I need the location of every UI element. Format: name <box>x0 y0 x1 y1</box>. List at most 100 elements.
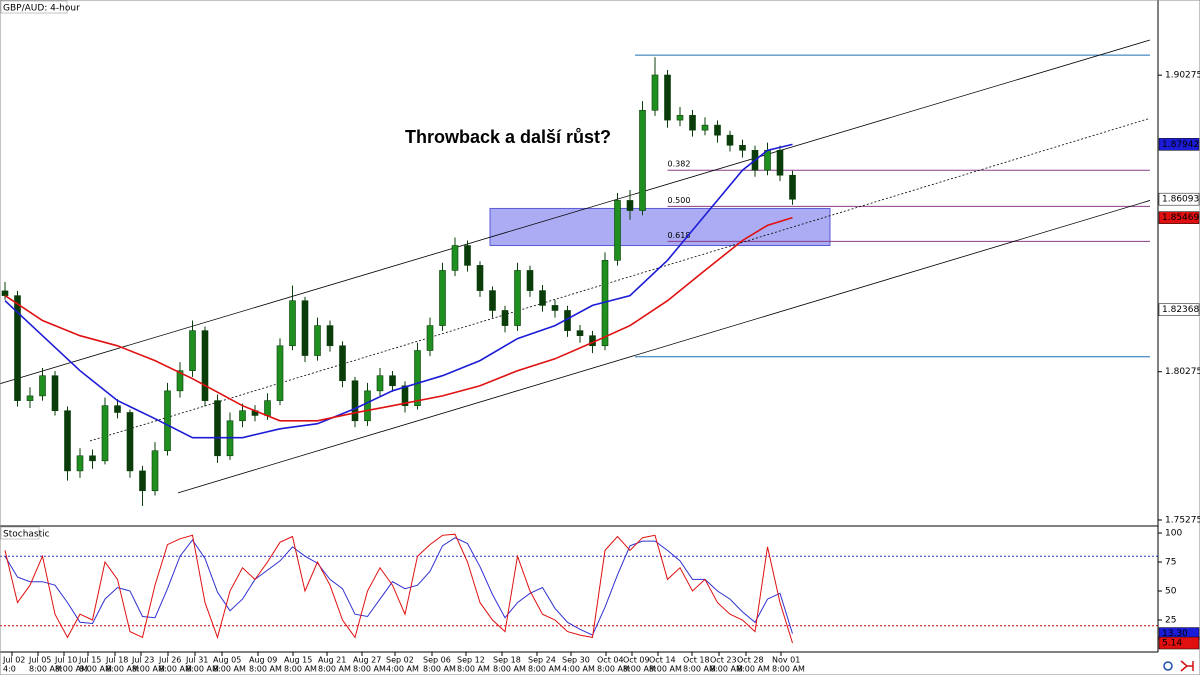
y-tick-label: 1.75275 <box>1165 515 1200 525</box>
x-tick-label: Jul 05 <box>28 656 51 665</box>
candle-body <box>664 74 671 121</box>
x-tick-time: 8:00 AM <box>493 665 526 674</box>
x-tick-label: Oct 09 <box>623 656 650 665</box>
x-tick-time: 8:00 AM <box>106 665 139 674</box>
candle-body <box>51 375 59 411</box>
y-tick-label: 50 <box>1165 587 1177 597</box>
channel-line <box>0 39 1151 385</box>
channel-line <box>177 200 1151 494</box>
x-tick-time: 8:00 AM <box>213 665 246 674</box>
price-tag <box>1158 636 1200 650</box>
x-tick-label: Jul 15 <box>78 656 101 665</box>
candle-body <box>651 74 659 111</box>
price-tag-label: 5.14 <box>1162 639 1182 649</box>
candle-body <box>576 330 584 336</box>
x-tick-time: 8:00 AM <box>737 665 770 674</box>
channel-line <box>89 117 1151 442</box>
candle-body <box>76 455 84 472</box>
candle-body <box>676 115 684 121</box>
x-tick-time: 8:00 AM <box>55 665 88 674</box>
x-tick-time: 8:00 AM <box>132 665 165 674</box>
x-tick-label: Jul 23 <box>131 656 154 665</box>
x-tick-time: 8:00 AM <box>423 665 456 674</box>
candle-body <box>201 330 209 401</box>
price-tag <box>1158 211 1200 224</box>
price-tag-label: 13.30 <box>1162 629 1188 639</box>
candle-body <box>389 375 396 387</box>
candle-body <box>101 405 109 462</box>
candle-body <box>151 450 159 492</box>
candle-body <box>414 350 421 406</box>
x-tick-time: 8:00 AM <box>249 665 282 674</box>
title-box <box>0 0 68 14</box>
candle-body <box>189 330 196 371</box>
x-tick-label: Sep 18 <box>493 656 521 665</box>
x-tick-label: Sep 06 <box>423 656 451 665</box>
candle-body <box>64 410 71 472</box>
candle-body <box>376 375 384 392</box>
x-tick-label: Sep 02 <box>386 656 414 665</box>
x-tick-label: Jul 10 <box>54 656 77 665</box>
candle-body <box>714 124 721 136</box>
candle-body <box>364 390 371 422</box>
candle-body <box>426 325 434 351</box>
x-tick-label: Jul 18 <box>105 656 128 665</box>
candle-body <box>739 144 746 151</box>
x-tick-label: Jul 26 <box>158 656 181 665</box>
price-panel: 0.382 0.500 0.618 <box>0 39 1151 506</box>
candle-body <box>476 265 484 291</box>
annotation: Throwback a další růst? <box>405 127 611 147</box>
price-tag-label: 1.87942 <box>1162 140 1199 150</box>
stochastic-line <box>4 533 793 644</box>
fib-label: 0.618 <box>668 231 691 240</box>
x-tick-time: 4:0 <box>3 665 16 674</box>
fib-label: 0.382 <box>668 160 691 169</box>
x-tick-label: Jul 02 <box>2 656 25 665</box>
icon[interactable] <box>1180 660 1194 672</box>
candle-body <box>326 325 334 347</box>
stochastic-panel <box>0 533 1158 644</box>
x-tick-time: 8:00 AM <box>79 665 112 674</box>
fib-label: 0.500 <box>668 196 691 205</box>
x-tick-label: Aug 15 <box>284 656 312 665</box>
chart-title: GBP/AUD: 4-hour <box>3 4 80 14</box>
candle-body <box>214 400 221 457</box>
candle-body <box>539 290 546 306</box>
x-tick-time: 8:00 AM <box>186 665 219 674</box>
x-tick-label: Sep 24 <box>528 656 556 665</box>
x-tick-label: Nov 01 <box>772 656 800 665</box>
candle-body <box>689 115 696 131</box>
candle-body <box>464 245 471 266</box>
x-tick-time: 8:00 AM <box>528 665 561 674</box>
candle-body <box>726 134 734 146</box>
x-tick-time: 8:00 AM <box>353 665 386 674</box>
candle-body <box>626 200 634 211</box>
candle-body <box>639 109 646 211</box>
y-tick-label: 1.90275 <box>1165 71 1200 81</box>
x-tick-label: Jul 31 <box>185 656 208 665</box>
candle-body <box>176 370 184 392</box>
candle-body <box>314 325 321 356</box>
toolbar-icons[interactable] <box>1163 660 1194 672</box>
candle-body <box>39 375 46 397</box>
candle-body <box>164 390 171 452</box>
candle-body <box>14 295 21 401</box>
candle-body <box>126 412 134 472</box>
y-tick-label: 100 <box>1165 529 1182 539</box>
x-tick-label: Sep 12 <box>457 656 485 665</box>
y-tick-label: 75 <box>1165 558 1176 568</box>
candle-body <box>301 300 309 356</box>
candle-body <box>701 124 709 131</box>
candle-body <box>351 380 359 422</box>
icon[interactable] <box>1163 661 1173 671</box>
price-tag <box>1158 303 1200 316</box>
candle-body <box>764 150 771 171</box>
price-tag-label: 1.85469 <box>1162 213 1199 223</box>
candle-body <box>501 310 509 326</box>
x-tick-time: 8:00 AM <box>623 665 656 674</box>
x-tick-label: Sep 30 <box>562 656 590 665</box>
price-tag <box>1158 192 1200 206</box>
candle-body <box>1 290 9 296</box>
